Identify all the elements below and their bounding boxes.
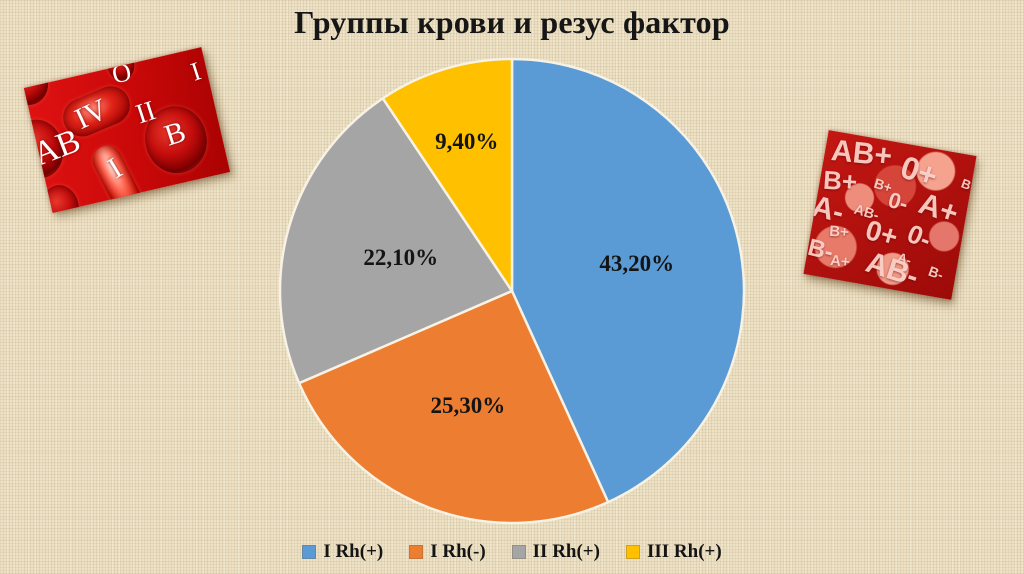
blood-types-photo-texts: AB+ 0+ B B+ B+ 0- A+ A- AB- B+ 0+ 0- A- B- A+ AB- B- — [805, 130, 977, 294]
legend-label: II Rh(+) — [532, 541, 600, 562]
legend-item: I Rh(-) — [409, 541, 486, 563]
blood-group-label: I — [187, 56, 205, 87]
blood-type-text: B+ — [822, 164, 859, 198]
legend-item: II Rh(+) — [511, 541, 600, 563]
legend-swatch-icon — [511, 545, 526, 559]
legend-label: I Rh(+) — [323, 541, 384, 562]
legend-label: I Rh(-) — [430, 541, 486, 562]
blood-type-text: B- — [926, 263, 946, 284]
blood-type-text: B — [958, 175, 973, 194]
blood-types-photo: AB+ 0+ B B+ B+ 0- A+ A- AB- B+ 0+ 0- A- B- A+ AB- B- — [803, 130, 977, 300]
slice-data-label: 22,10% — [363, 245, 439, 271]
blood-type-text: 0- — [902, 218, 936, 255]
legend-label: III Rh(+) — [646, 541, 722, 562]
pie-chart: 43,20% 25,30% 22,10% 9,40% — [277, 56, 747, 526]
pie-slice-II-Rh-+- — [278, 97, 514, 385]
pie-chart-svg — [278, 57, 746, 525]
blood-type-text: 0+ — [896, 148, 943, 194]
blood-type-text: A+ — [829, 251, 851, 271]
blood-type-text: 0+ — [862, 213, 902, 253]
pie-slice-I-Rh-+- — [510, 57, 746, 504]
slide-title: Группы крови и резус фактор — [294, 4, 730, 40]
legend-swatch-icon — [409, 545, 424, 559]
blood-cells-photo: AB IV O II B I I — [23, 47, 231, 213]
blood-cell — [23, 57, 53, 109]
slice-data-label: 9,40% — [435, 129, 499, 155]
blood-type-text: B+ — [828, 222, 850, 241]
blood-cells-photo-labels: AB IV O II B I I — [24, 47, 205, 186]
slice-data-label: 25,30% — [430, 392, 506, 418]
chart-legend: I Rh(+) I Rh(-) II Rh(+) III Rh(+) — [0, 538, 1024, 566]
pie-slice-I-Rh--- — [297, 289, 610, 525]
blood-cell — [38, 181, 84, 213]
legend-item: I Rh(+) — [302, 541, 383, 563]
slice-data-label: 43,20% — [599, 250, 675, 276]
legend-swatch-icon — [302, 545, 317, 559]
pie-slice-III-Rh-+- — [381, 57, 514, 293]
blood-group-label: II — [132, 95, 160, 131]
legend-swatch-icon — [625, 545, 640, 559]
legend-item: III Rh(+) — [625, 541, 722, 563]
